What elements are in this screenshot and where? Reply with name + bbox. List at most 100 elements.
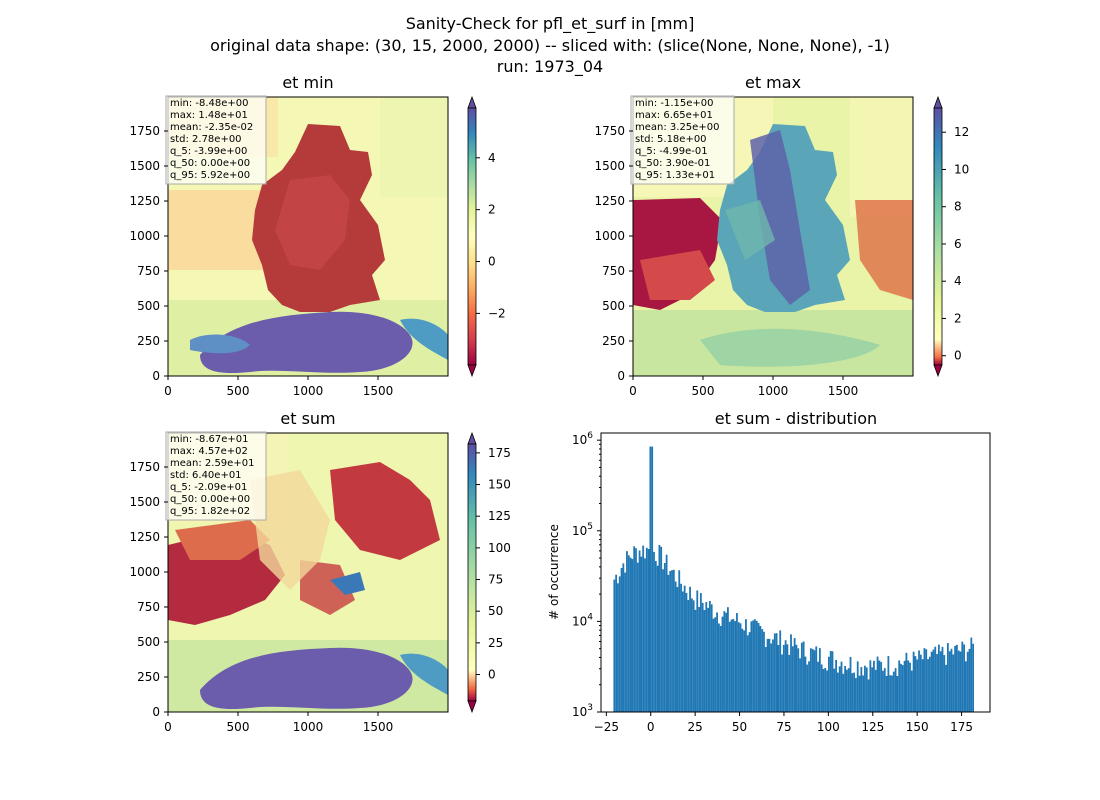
- y-tick-label: 0: [152, 705, 160, 719]
- histogram-bar: [721, 616, 724, 712]
- et-max-stats-box: min: -1.15e+00 max: 6.65e+01 mean: 3.25e…: [630, 95, 735, 185]
- histogram-bar: [680, 583, 682, 712]
- histogram-bar: [932, 649, 935, 712]
- histogram-bar: [833, 668, 836, 712]
- histogram-bar: [773, 633, 776, 712]
- histogram-bar: [658, 545, 661, 712]
- colorbar-tick-label: 25: [488, 636, 503, 650]
- histogram-bar: [651, 446, 654, 712]
- histogram-bar: [699, 593, 702, 712]
- histogram-bar: [654, 560, 657, 712]
- histogram-bar: [824, 668, 827, 712]
- histogram-bar: [764, 647, 767, 712]
- histogram-bar: [667, 574, 670, 712]
- y-tick-label: 250: [137, 670, 160, 684]
- histogram-bar: [734, 621, 737, 712]
- histogram-bar: [718, 623, 720, 712]
- histogram-bar: [918, 650, 920, 712]
- x-tick-label: 500: [227, 384, 250, 398]
- colorbar-tick-label: −2: [488, 306, 506, 320]
- histogram-bar: [914, 656, 917, 712]
- histogram-bar: [831, 651, 834, 712]
- colorbar-tick-label: 10: [954, 162, 969, 176]
- histogram-bar: [757, 623, 760, 712]
- histogram-bar: [905, 652, 908, 712]
- et-min-stat: min: -8.48e+00: [170, 98, 249, 109]
- histogram-bar: [934, 646, 937, 712]
- histogram-bar: [687, 599, 690, 712]
- suptitle-line-1: Sanity-Check for pfl_et_surf in [mm]: [406, 14, 695, 34]
- colorbar-tick-label: 50: [488, 604, 503, 618]
- histogram-bar: [663, 562, 666, 712]
- histogram-bar: [788, 654, 791, 712]
- histogram-bar: [804, 656, 807, 712]
- histogram-bar: [681, 591, 684, 712]
- colorbar-tick-label: 4: [954, 274, 962, 288]
- histogram-bar: [822, 668, 825, 712]
- histogram-bar: [622, 563, 625, 712]
- histogram-bar: [910, 670, 913, 712]
- histogram-bar: [676, 586, 679, 712]
- histogram-bar: [963, 644, 965, 712]
- histogram-bar: [790, 634, 792, 712]
- histogram-bar: [739, 623, 742, 712]
- colorbar-tick-label: 100: [488, 541, 511, 555]
- histogram-bar: [672, 569, 675, 712]
- histogram-bar: [793, 638, 796, 712]
- x-tick-label: 1000: [293, 384, 324, 398]
- histogram-bar: [669, 570, 672, 712]
- panel-et-max-title: et max: [745, 73, 801, 92]
- et-min-stats-box: min: -8.48e+00 max: 1.48e+01 mean: -2.35…: [165, 95, 267, 185]
- histogram-bar: [613, 579, 616, 712]
- y-tick-label: 1750: [129, 124, 160, 138]
- histogram-bar: [930, 651, 933, 712]
- histogram-bar: [642, 545, 645, 712]
- histogram-bar: [746, 635, 749, 712]
- histogram-bar: [620, 568, 623, 712]
- histogram-bar: [723, 611, 726, 712]
- histogram-bar: [961, 641, 964, 712]
- histogram-bar: [636, 562, 639, 712]
- histogram-bars: [613, 446, 975, 712]
- x-tick-label: 1000: [293, 720, 324, 734]
- et-sum-x-axis: 0 500 1000 1500: [164, 712, 393, 734]
- y-tick-label: 750: [602, 264, 625, 278]
- histogram-bar: [786, 644, 789, 712]
- histogram-bar: [685, 593, 688, 712]
- histogram-bar: [923, 648, 926, 712]
- histogram-bar: [627, 555, 630, 712]
- colorbar-tick-label: 75: [488, 573, 503, 587]
- histogram-bar: [937, 644, 940, 712]
- histogram-bar: [626, 551, 628, 712]
- et-sum-stat: std: 6.40e+01: [170, 470, 242, 481]
- et-sum-stat: q_50: 0.00e+00: [170, 494, 250, 505]
- histogram-bar: [770, 643, 773, 712]
- histogram-bar: [836, 672, 839, 712]
- histogram-bar: [781, 654, 783, 712]
- histogram-bar: [847, 668, 850, 712]
- histogram-bar: [928, 656, 931, 712]
- histogram-bar: [640, 556, 643, 712]
- histogram-bar: [674, 581, 677, 712]
- x-tick-label: 500: [692, 384, 715, 398]
- histogram-bar: [766, 638, 769, 712]
- histogram-bar: [856, 661, 859, 712]
- histogram-bar: [891, 675, 893, 712]
- x-tick-label: 1000: [758, 384, 789, 398]
- histogram-bar: [815, 646, 818, 712]
- x-tick-label: 500: [227, 720, 250, 734]
- y-tick-label: 1250: [129, 530, 160, 544]
- histogram-bar: [635, 548, 637, 712]
- suptitle-line-2: original data shape: (30, 15, 2000, 2000…: [210, 36, 890, 55]
- histogram-bar: [892, 671, 895, 712]
- histogram-bar: [694, 609, 697, 712]
- histogram-bar: [874, 669, 877, 712]
- histogram-bar: [761, 629, 764, 712]
- x-tick-label: 0: [164, 384, 172, 398]
- histogram-bar: [631, 558, 634, 712]
- et-max-stat: q_95: 1.33e+01: [635, 170, 715, 181]
- histogram-bar: [806, 664, 809, 712]
- histogram-bar: [690, 598, 693, 712]
- histogram-bar: [912, 651, 915, 712]
- histogram-bar: [710, 604, 713, 712]
